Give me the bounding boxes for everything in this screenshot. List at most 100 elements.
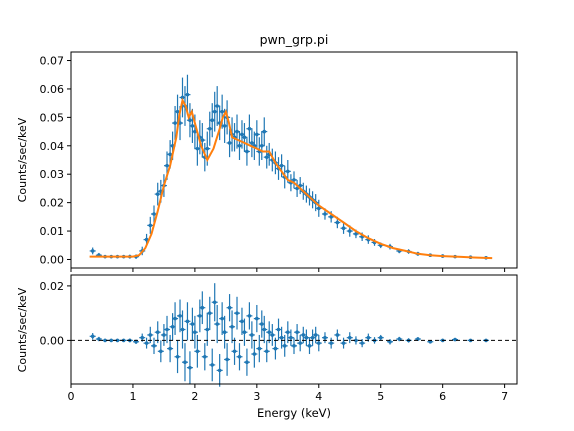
data-point	[188, 365, 192, 370]
y-tick-label: 0.04	[40, 140, 65, 153]
data-point	[212, 109, 217, 114]
data-point	[178, 314, 182, 318]
data-point	[250, 141, 254, 145]
data-point	[252, 352, 257, 356]
data-point	[323, 212, 327, 216]
x-tick-label: 0	[68, 390, 75, 403]
data-point	[188, 118, 192, 123]
data-point	[152, 344, 156, 348]
data-point	[242, 330, 247, 335]
data-point	[316, 341, 321, 345]
data-point	[262, 129, 267, 134]
data-point	[173, 316, 177, 321]
data-point	[140, 335, 145, 340]
data-point	[301, 333, 306, 337]
x-axis-label: Energy (keV)	[257, 406, 331, 420]
data-point	[220, 316, 224, 321]
top-y-axis-label: Counts/sec/keV	[16, 117, 29, 202]
y-tick-label: 0.05	[40, 111, 65, 124]
data-point	[200, 138, 205, 142]
data-point	[329, 341, 333, 345]
data-point	[304, 335, 309, 340]
data-point	[148, 333, 153, 337]
data-point	[170, 324, 175, 329]
data-point	[335, 220, 340, 225]
data-point	[165, 163, 169, 168]
data-point	[168, 152, 172, 157]
data-point	[212, 300, 217, 305]
residuals-panel: 0 1 2 3 4 5 6 7 0.00 0.02	[40, 274, 518, 403]
data-point	[245, 360, 249, 365]
y-tick-label: 0.00	[40, 334, 65, 347]
data-point	[165, 327, 169, 332]
data-point	[273, 346, 278, 351]
model-line	[89, 97, 493, 260]
data-point	[347, 335, 352, 340]
data-point	[155, 330, 160, 335]
data-point	[354, 232, 358, 236]
plot-frame	[70, 51, 518, 269]
data-point	[185, 92, 190, 97]
data-point	[109, 338, 114, 343]
y-tick-label: 0.02	[40, 197, 65, 210]
data-point	[237, 143, 242, 148]
data-point	[329, 215, 333, 219]
y-tick-label: 0.06	[40, 83, 65, 96]
data-point	[292, 178, 296, 182]
data-point	[237, 354, 242, 359]
data-point	[247, 126, 252, 131]
data-point	[90, 249, 95, 253]
data-point	[270, 333, 275, 337]
data-point	[159, 349, 163, 354]
data-point	[259, 143, 264, 148]
data-point	[205, 327, 210, 332]
data-point	[257, 346, 262, 351]
data-point	[341, 341, 346, 345]
data-point	[250, 333, 254, 337]
data-point	[286, 330, 290, 335]
chart-title: pwn_grp.pi	[260, 32, 329, 47]
data-point	[180, 95, 185, 100]
data-point	[227, 305, 232, 310]
data-point	[276, 327, 281, 332]
data-point	[242, 135, 247, 140]
data-point	[215, 322, 219, 326]
x-tick-label: 3	[253, 390, 260, 403]
data-point	[295, 330, 299, 335]
data-point	[335, 333, 340, 337]
plot-frame	[70, 274, 518, 385]
data-point	[310, 335, 315, 340]
x-tick-label: 4	[315, 390, 322, 403]
data-point	[264, 349, 269, 354]
y-tick-label: 0.01	[40, 225, 65, 238]
data-point	[210, 118, 215, 123]
data-point	[267, 330, 272, 335]
data-point	[286, 169, 290, 174]
data-point	[190, 322, 195, 326]
data-point	[198, 314, 202, 318]
data-point	[183, 360, 187, 365]
data-point	[232, 349, 237, 354]
y-tick-label: 0.07	[40, 55, 65, 68]
data-point	[298, 341, 302, 345]
data-point	[360, 341, 364, 345]
data-point	[262, 327, 267, 332]
x-tick-label: 1	[129, 390, 136, 403]
data-point	[180, 327, 185, 332]
data-point	[235, 129, 239, 134]
data-point	[115, 338, 120, 343]
spectrum-panel: 0.00 0.01 0.02 0.03 0.04 0.05 0.06 0.07	[40, 51, 518, 272]
data-point	[222, 124, 227, 128]
data-point	[255, 132, 259, 137]
data-point	[453, 337, 457, 342]
x-tick-label: 2	[191, 390, 198, 403]
data-point	[175, 109, 180, 114]
data-point	[203, 354, 207, 359]
data-point	[307, 344, 312, 348]
data-point	[210, 363, 215, 367]
data-point	[152, 212, 156, 216]
data-point	[193, 330, 197, 335]
data-point	[222, 330, 227, 335]
data-point	[185, 319, 190, 324]
